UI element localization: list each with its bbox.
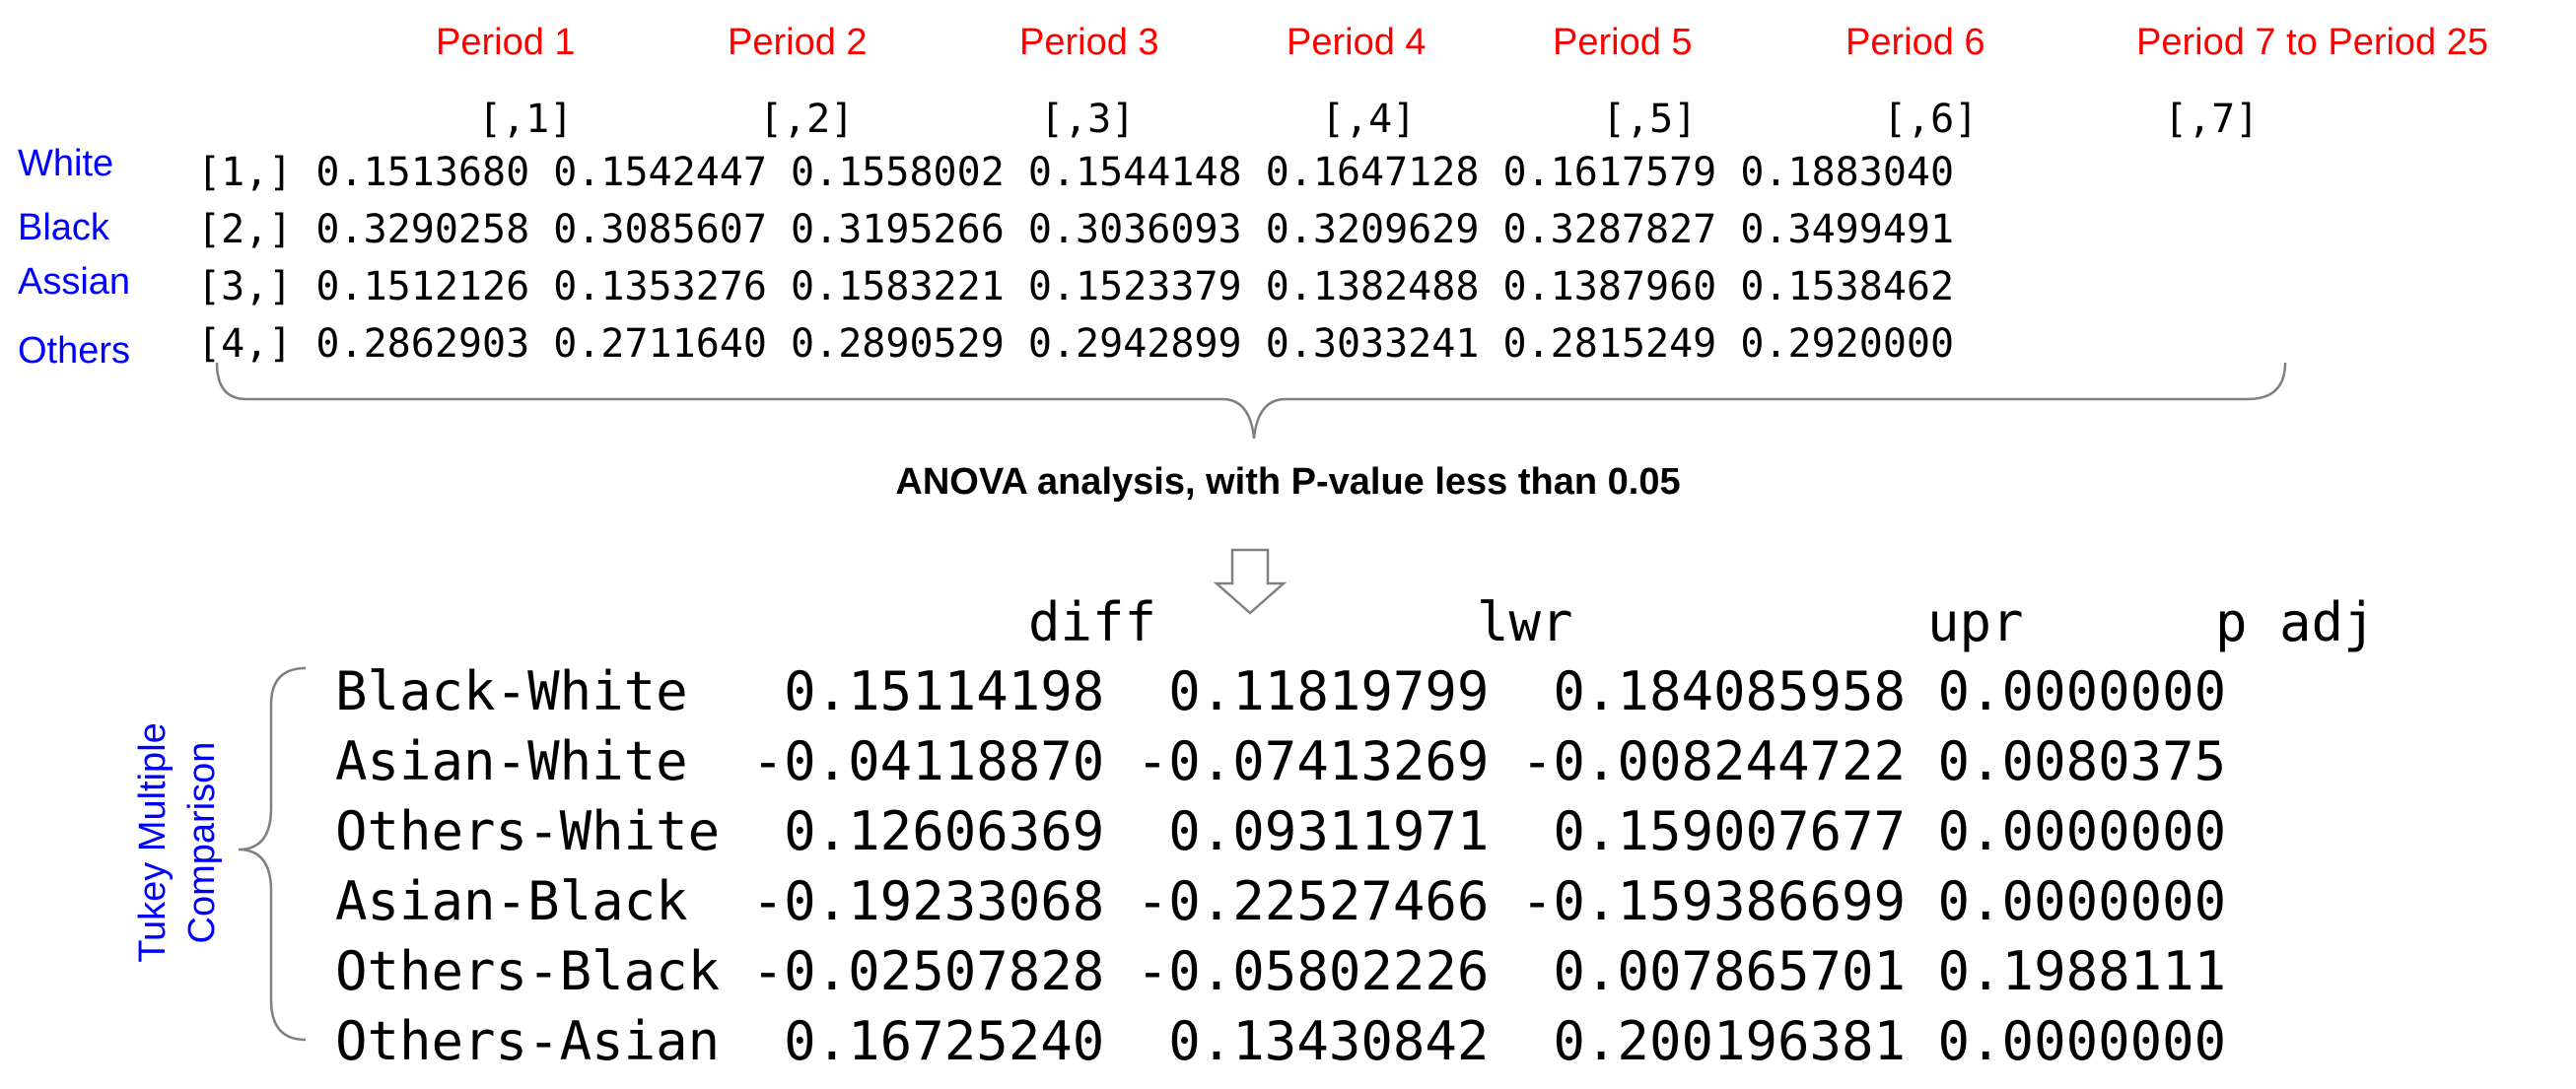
tukey-row: Others-White 0.12606369 0.09311971 0.159… [335,800,2227,862]
down-arrow-icon [1213,548,1288,615]
period-7-to-25-label: Period 7 to Period 25 [2136,22,2489,63]
period-3-label: Period 3 [1019,22,1159,63]
tukey-label: Tukey Multiple Comparison [118,695,266,990]
tukey-header-diff: diff [1028,591,1157,653]
col-index-7: [,7] [2164,97,2260,142]
tukey-label-text: Tukey Multiple Comparison [132,722,223,963]
group-label-assian: Assian [18,261,131,303]
tukey-row: Black-White 0.15114198 0.11819799 0.1840… [335,660,2227,722]
group-label-black: Black [18,207,109,248]
tukey-row: Asian-White -0.04118870 -0.07413269 -0.0… [335,730,2227,792]
tukey-header-upr: upr [1927,591,2024,653]
tukey-row: Asian-Black -0.19233068 -0.22527466 -0.1… [335,870,2227,932]
period-5-label: Period 5 [1553,22,1693,63]
tukey-row: Others-Black -0.02507828 -0.05802226 0.0… [335,940,2227,1002]
tukey-row: Others-Asian 0.16725240 0.13430842 0.200… [335,1010,2227,1072]
period-2-label: Period 2 [728,22,868,63]
anova-label: ANOVA analysis, with P-value less than 0… [895,461,1681,503]
col-index-2: [,2] [759,97,855,142]
matrix-row: [3,] 0.1512126 0.1353276 0.1583221 0.152… [197,264,1955,309]
col-index-4: [,4] [1321,97,1417,142]
matrix-row: [4,] 0.2862903 0.2711640 0.2890529 0.294… [197,321,1955,367]
group-label-white: White [18,143,114,184]
matrix-brace-icon [215,362,2287,440]
tukey-header-lwr: lwr [1477,591,1573,653]
period-4-label: Period 4 [1287,22,1427,63]
matrix-row: [2,] 0.3290258 0.3085607 0.3195266 0.303… [197,207,1955,252]
tukey-header-p-adj: p adj [2215,591,2376,653]
col-index-6: [,6] [1883,97,1979,142]
col-index-3: [,3] [1040,97,1136,142]
period-6-label: Period 6 [1845,22,1985,63]
col-index-5: [,5] [1602,97,1698,142]
group-label-others: Others [18,330,131,372]
matrix-row: [1,] 0.1513680 0.1542447 0.1558002 0.154… [197,150,1955,195]
tukey-brace-icon [238,666,307,1042]
col-index-1: [,1] [478,97,574,142]
period-1-label: Period 1 [436,22,576,63]
